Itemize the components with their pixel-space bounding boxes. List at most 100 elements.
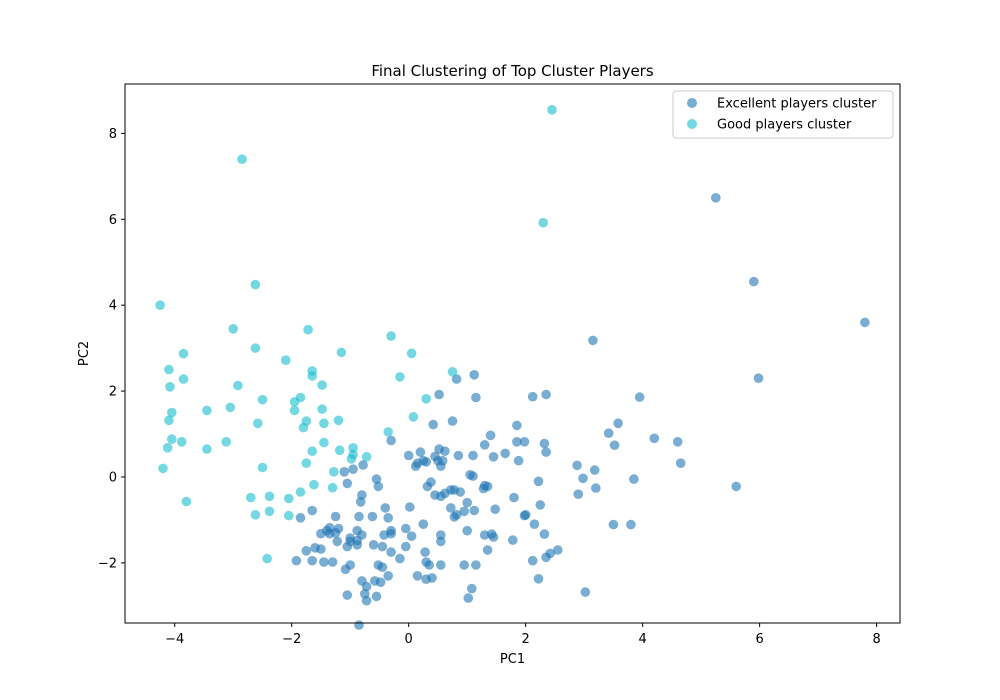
excellent-point xyxy=(508,535,518,545)
excellent-point xyxy=(358,460,368,470)
excellent-point xyxy=(406,531,417,541)
excellent-point xyxy=(675,458,686,469)
excellent-point xyxy=(415,447,426,457)
good-point xyxy=(158,463,168,474)
good-point xyxy=(237,154,247,164)
excellent-point xyxy=(348,464,358,475)
good-point xyxy=(295,487,306,497)
excellent-point xyxy=(485,430,496,441)
excellent-point xyxy=(500,448,511,459)
excellent-point xyxy=(354,620,364,630)
excellent-point xyxy=(316,528,326,539)
legend-label-excellent: Excellent players cluster xyxy=(717,97,877,112)
excellent-point xyxy=(509,492,519,503)
excellent-point xyxy=(467,583,477,594)
good-point xyxy=(319,418,329,429)
y-tick-label: 8 xyxy=(109,127,117,142)
excellent-point xyxy=(291,555,302,566)
excellent-point xyxy=(580,587,591,597)
excellent-point xyxy=(371,591,382,602)
good-point xyxy=(202,405,212,416)
excellent-point xyxy=(434,389,444,400)
legend-marker-excellent xyxy=(687,98,697,108)
good-point xyxy=(264,491,275,502)
excellent-point xyxy=(649,433,660,444)
good-point xyxy=(250,510,261,520)
good-point xyxy=(250,343,261,353)
excellent-point xyxy=(490,504,501,514)
excellent-point xyxy=(355,497,366,507)
good-point xyxy=(317,380,327,390)
excellent-point xyxy=(440,446,450,457)
good-point xyxy=(228,324,238,334)
legend: Excellent players cluster Good players c… xyxy=(672,90,894,139)
excellent-point xyxy=(377,562,388,572)
good-point xyxy=(225,402,236,413)
y-tick-label: 2 xyxy=(109,385,117,400)
excellent-point xyxy=(711,193,721,203)
excellent-point xyxy=(383,571,394,581)
x-tick-label: −4 xyxy=(165,632,184,647)
x-tick-label: 6 xyxy=(755,632,763,647)
excellent-point xyxy=(591,483,601,493)
excellent-point xyxy=(451,374,462,384)
excellent-point xyxy=(572,460,582,471)
good-point xyxy=(348,443,358,453)
plot-frame xyxy=(124,83,901,624)
excellent-point xyxy=(860,317,870,328)
good-point xyxy=(303,324,313,335)
good-point xyxy=(167,407,177,418)
excellent-point xyxy=(379,530,389,540)
legend-box xyxy=(672,90,894,139)
excellent-point xyxy=(307,555,318,566)
good-point xyxy=(155,300,165,311)
excellent-point xyxy=(342,478,353,489)
excellent-point xyxy=(479,530,490,540)
good-point xyxy=(162,443,173,453)
excellent-point xyxy=(535,500,546,510)
excellent-point xyxy=(578,473,588,484)
excellent-point xyxy=(436,560,446,570)
good-point xyxy=(307,446,318,457)
good-point xyxy=(538,217,548,228)
excellent-point xyxy=(553,545,563,555)
excellent-point xyxy=(478,483,489,494)
good-point xyxy=(233,380,243,391)
excellent-point xyxy=(603,428,614,439)
y-tick-label: 0 xyxy=(109,470,117,485)
excellent-point xyxy=(634,392,645,402)
good-point xyxy=(447,367,458,377)
good-point xyxy=(164,364,174,375)
excellent-point xyxy=(373,481,384,492)
excellent-point xyxy=(412,571,423,581)
excellent-point xyxy=(539,438,550,449)
excellent-point xyxy=(424,560,435,570)
excellent-point xyxy=(753,373,764,384)
excellent-point xyxy=(386,547,396,557)
excellent-point xyxy=(418,519,429,529)
excellent-point xyxy=(626,519,636,530)
excellent-point xyxy=(401,541,411,552)
good-point xyxy=(319,437,329,448)
excellent-point xyxy=(469,505,480,516)
excellent-point xyxy=(436,461,446,472)
excellent-point xyxy=(462,525,473,536)
excellent-point xyxy=(471,560,481,570)
good-point xyxy=(252,418,263,429)
excellent-point xyxy=(513,455,524,466)
excellent-point xyxy=(462,497,473,508)
excellent-point xyxy=(340,564,351,575)
excellent-point xyxy=(368,540,379,550)
excellent-point xyxy=(342,541,353,552)
excellent-point xyxy=(295,513,306,523)
excellent-point xyxy=(327,557,338,567)
excellent-point xyxy=(332,536,343,547)
good-point xyxy=(164,415,174,426)
excellent-point xyxy=(357,576,367,586)
excellent-point xyxy=(352,525,363,536)
excellent-point xyxy=(468,471,478,481)
excellent-point xyxy=(307,505,318,516)
x-axis: −4 −2 0 2 4 6 8 xyxy=(165,623,881,647)
excellent-point xyxy=(573,489,584,500)
good-point xyxy=(334,445,345,456)
